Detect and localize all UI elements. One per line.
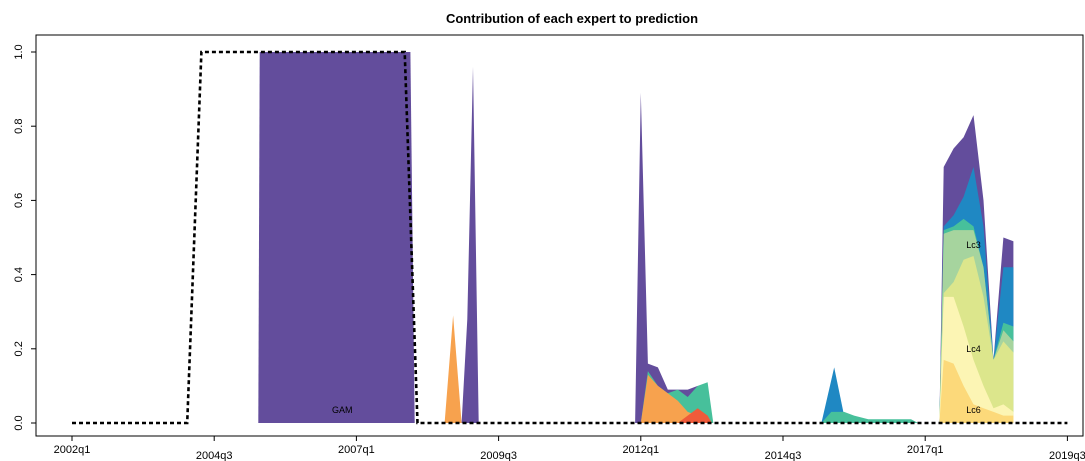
y-tick-label: 0.8 [13, 119, 25, 134]
area-label-lc6: Lc6 [966, 405, 981, 415]
area-label-lc4: Lc4 [966, 344, 981, 354]
plot-frame [35, 34, 1084, 437]
area-gam-main [258, 52, 415, 423]
y-axis: 0.0 0.2 0.4 0.6 0.8 1.0 [13, 44, 36, 431]
area-label-lc3: Lc3 [966, 240, 981, 250]
area-red-2012 [677, 408, 712, 423]
x-tick-label: 2002q1 [54, 444, 91, 456]
y-tick-label: 0.2 [13, 341, 25, 356]
area-labels: GAM Lc3 Lc4 Lc6 [332, 240, 981, 415]
x-tick-label: 2007q1 [338, 444, 375, 456]
plot-area: GAM Lc3 Lc4 Lc6 [35, 34, 1084, 437]
chart-title: Contribution of each expert to predictio… [446, 11, 698, 26]
y-tick-label: 0.0 [13, 415, 25, 430]
area-teal-2015 [821, 411, 919, 423]
y-tick-label: 1.0 [13, 44, 25, 59]
stacked-areas [258, 52, 1014, 424]
area-label-gam: GAM [332, 405, 353, 415]
x-tick-label: 2009q3 [480, 450, 517, 461]
dashed-total-line [72, 50, 1068, 425]
area-orange-2008 [417, 315, 462, 423]
x-tick-label: 2004q3 [196, 450, 233, 461]
x-tick-label: 2014q3 [765, 450, 802, 461]
x-tick-label: 2019q3 [1049, 450, 1085, 461]
y-tick-label: 0.6 [13, 193, 25, 208]
area-lc6 [939, 359, 1014, 423]
x-tick-label: 2012q1 [622, 444, 659, 456]
area-blue-2015 [821, 367, 845, 423]
area-orange-2012 [640, 374, 712, 423]
x-tick-label: 2017q1 [907, 444, 944, 456]
area-gam-spike-2012 [635, 92, 710, 424]
x-axis: 2002q1 2004q3 2007q1 2009q3 2012q1 2014q3 2017… [54, 436, 1085, 461]
y-tick-label: 0.4 [13, 267, 25, 282]
area-gam-spike-2009 [461, 66, 479, 424]
